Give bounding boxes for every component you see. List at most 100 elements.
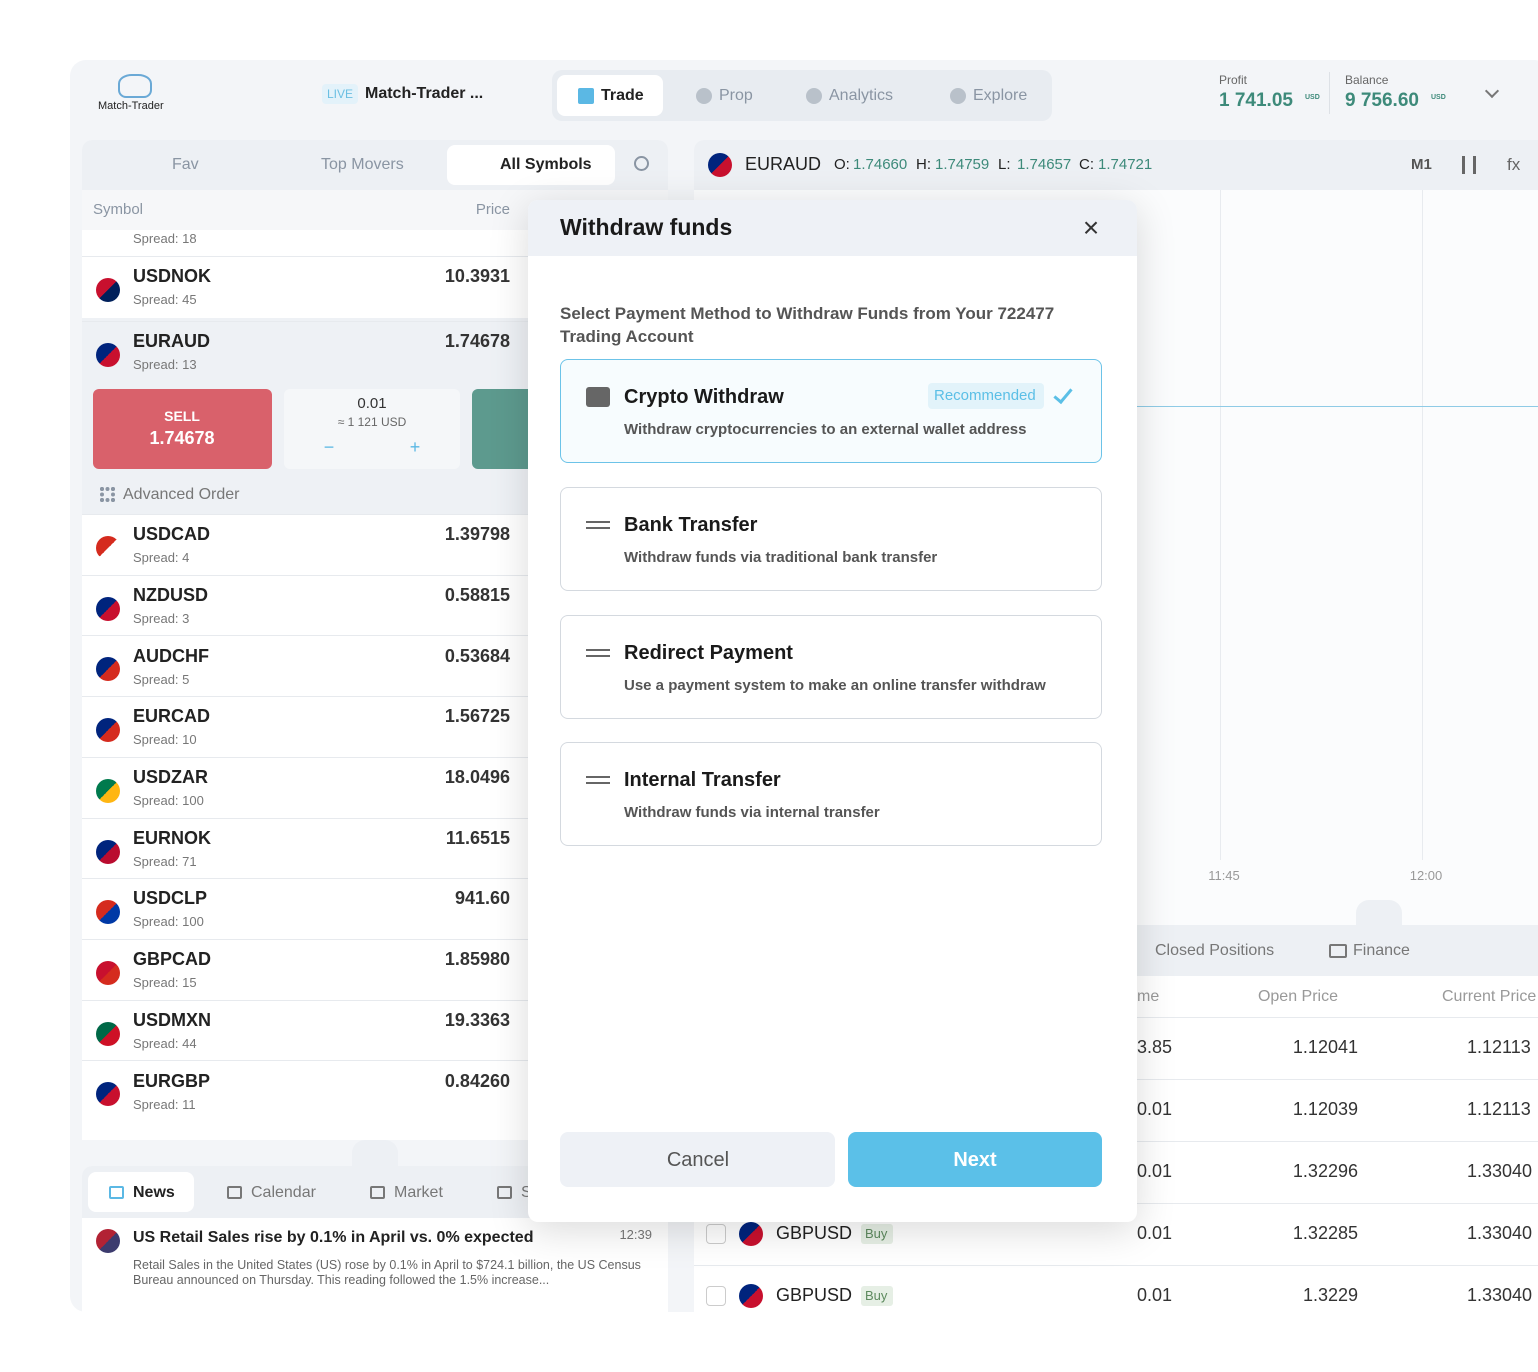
news-tab[interactable]: Calendar — [251, 1184, 316, 1202]
watchlist-tab[interactable]: All Symbols — [500, 156, 592, 174]
candle-icon[interactable] — [1462, 156, 1476, 174]
cancel-button[interactable] — [560, 1132, 835, 1187]
flag — [96, 596, 120, 621]
ohlc-label: O: — [834, 156, 850, 173]
live-badge — [322, 84, 358, 104]
position-current: 1.33040 — [1467, 1285, 1533, 1306]
next-button[interactable] — [848, 1132, 1102, 1187]
modal-title: Withdraw funds — [560, 214, 733, 241]
symbol[interactable]: USDCAD — [133, 524, 211, 545]
symbol[interactable]: USDCLP — [133, 888, 208, 909]
spread: Spread: 18 — [133, 231, 197, 247]
symbol[interactable]: EURNOK — [133, 827, 212, 848]
row-separator — [82, 321, 668, 322]
timeframe[interactable]: M1 — [1411, 156, 1432, 173]
position-volume: 0.01 — [1137, 1161, 1173, 1182]
spread: Spread: 5 — [133, 671, 190, 687]
option-title: Bank Transfer — [624, 514, 758, 536]
price: 0.58815 — [444, 584, 510, 605]
minus-button[interactable]: − — [323, 437, 335, 458]
spread: Spread: 3 — [133, 610, 190, 626]
profit-value: 1 741.05 — [1219, 89, 1293, 111]
positions-tab[interactable]: Finance — [1353, 942, 1410, 960]
flag — [96, 839, 120, 864]
side-badge — [861, 1286, 893, 1306]
profit-label: Profit — [1219, 72, 1248, 87]
flag — [708, 153, 732, 177]
spread: Spread: 11 — [133, 1096, 196, 1112]
checkbox[interactable] — [706, 1224, 726, 1244]
cancel-label[interactable]: Cancel — [666, 1149, 730, 1171]
watchlist-tab[interactable]: Fav — [172, 156, 199, 174]
flag — [739, 1284, 763, 1308]
news-tab[interactable]: S — [521, 1184, 532, 1202]
positions-tab[interactable]: Closed Positions — [1155, 942, 1275, 960]
news-tab[interactable]: Market — [394, 1184, 443, 1202]
symbol[interactable]: AUDCHF — [133, 645, 209, 666]
payment-option[interactable] — [560, 359, 1102, 463]
symbol[interactable]: EURAUD — [133, 331, 211, 352]
buy-button[interactable] — [472, 389, 532, 469]
balance-value: 9 756.60 — [1345, 89, 1419, 111]
ohlc-value: 1.74660 — [853, 156, 908, 173]
row-separator — [82, 514, 668, 515]
option-description: Withdraw funds via traditional bank tran… — [624, 549, 938, 566]
row-separator — [82, 999, 668, 1001]
finance-icon — [1329, 944, 1347, 958]
tab-active[interactable] — [88, 1172, 194, 1212]
nav-tab[interactable]: Trade — [601, 87, 644, 105]
payment-option[interactable] — [560, 615, 1102, 719]
watchlist-tab[interactable]: Top Movers — [321, 156, 404, 174]
news-tab[interactable]: News — [133, 1184, 175, 1202]
column-header: Current Price — [1442, 988, 1537, 1006]
tab-active[interactable] — [447, 145, 615, 185]
plus-button[interactable]: + — [409, 437, 421, 458]
ohlc-value: 1.74721 — [1098, 156, 1153, 173]
spread: Spread: 4 — [133, 550, 190, 566]
symbol[interactable]: EURCAD — [133, 706, 211, 727]
payment-option[interactable] — [560, 742, 1102, 846]
column-price: Price — [475, 201, 510, 218]
account-name[interactable]: Match-Trader ... — [365, 85, 484, 103]
row-separator — [82, 256, 668, 257]
price: 0.84260 — [444, 1070, 510, 1091]
close-button[interactable]: × — [1082, 212, 1100, 244]
spread: Spread: 45 — [133, 292, 197, 308]
search-icon[interactable] — [634, 156, 649, 171]
row-separator — [82, 817, 668, 819]
option-badge: Recommended — [934, 387, 1036, 404]
position-open: 1.3229 — [1302, 1285, 1358, 1306]
option-title: Crypto Withdraw — [624, 386, 784, 408]
nav-icon — [696, 88, 712, 104]
news-title[interactable]: US Retail Sales rise by 0.1% in April vs… — [133, 1229, 534, 1247]
nav-tab[interactable]: Prop — [719, 87, 753, 105]
nav-tab[interactable]: Analytics — [829, 87, 894, 105]
advanced-icon — [100, 487, 115, 502]
symbol[interactable]: EURGBP — [133, 1070, 211, 1091]
news-time: 12:39 — [619, 1227, 652, 1243]
option-description: Withdraw cryptocurrencies to an external… — [624, 421, 1027, 438]
position-current: 1.33040 — [1467, 1161, 1533, 1182]
symbol[interactable]: USDNOK — [133, 266, 212, 287]
next-label[interactable]: Next — [953, 1149, 997, 1171]
symbol[interactable]: GBPCAD — [133, 949, 212, 970]
sell-button[interactable] — [93, 389, 272, 469]
option-icon — [586, 521, 610, 529]
checkbox[interactable] — [706, 1286, 726, 1306]
price: 11.6515 — [445, 827, 510, 848]
symbol[interactable]: USDMXN — [133, 1009, 212, 1030]
nav-tab[interactable]: Explore — [973, 87, 1028, 105]
symbol[interactable]: NZDUSD — [133, 584, 208, 605]
nav-tab-active[interactable] — [557, 75, 663, 116]
price: 18.0496 — [444, 767, 510, 787]
news-tab-icon — [227, 1186, 242, 1199]
ohlc-value: 1.74657 — [1017, 156, 1072, 173]
flag — [96, 778, 120, 803]
advanced-order[interactable]: Advanced Order — [123, 486, 240, 504]
time-label: 12:00 — [1409, 868, 1443, 884]
symbol[interactable]: USDZAR — [133, 767, 208, 787]
indicators[interactable]: fx — [1507, 154, 1521, 174]
row-separator — [82, 756, 668, 758]
payment-option[interactable] — [560, 487, 1102, 591]
flag — [739, 1222, 763, 1246]
